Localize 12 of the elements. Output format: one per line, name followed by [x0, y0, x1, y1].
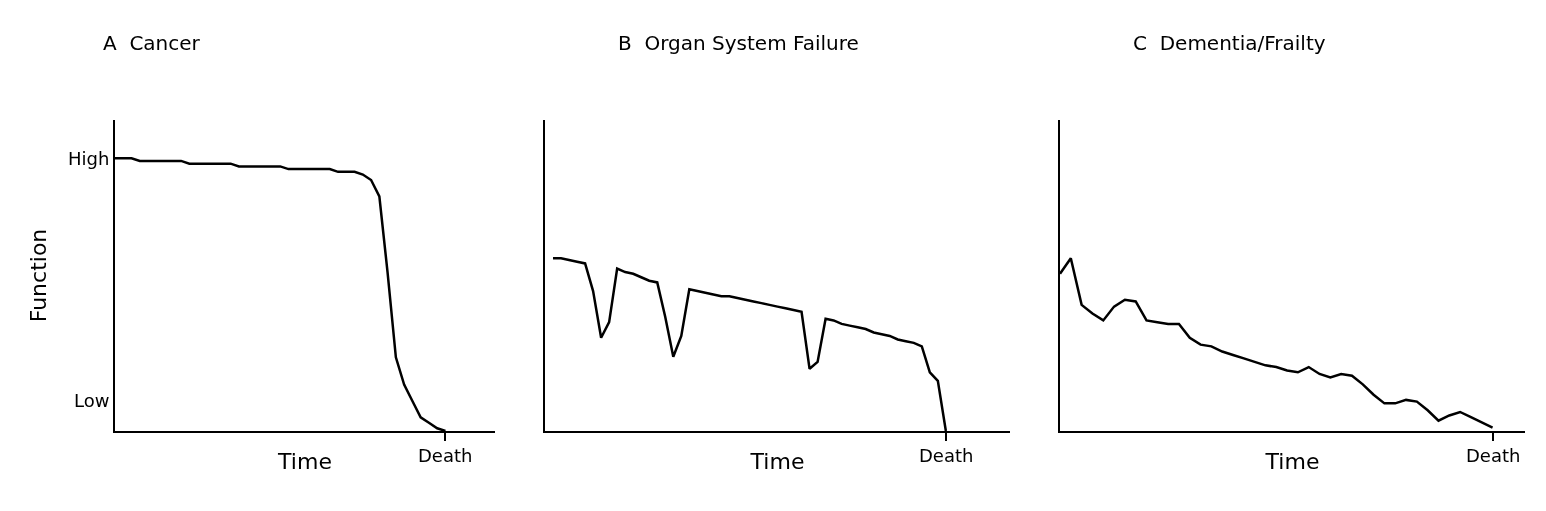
x-axis-title: Time — [749, 449, 805, 474]
chart-title: C Dementia/Frailty — [1133, 30, 1326, 55]
text: Low — [74, 390, 110, 411]
text: High — [68, 148, 110, 169]
text: Death — [1466, 445, 1521, 466]
text: Death — [919, 445, 974, 466]
chart-title: A Cancer — [103, 30, 201, 55]
x-axis-title: Time — [277, 449, 332, 474]
y-axis-title: Function — [26, 228, 52, 323]
chart-title: B Organ System Failure — [618, 30, 859, 55]
text: Death — [418, 445, 473, 466]
x-axis-title: Time — [1264, 449, 1320, 474]
